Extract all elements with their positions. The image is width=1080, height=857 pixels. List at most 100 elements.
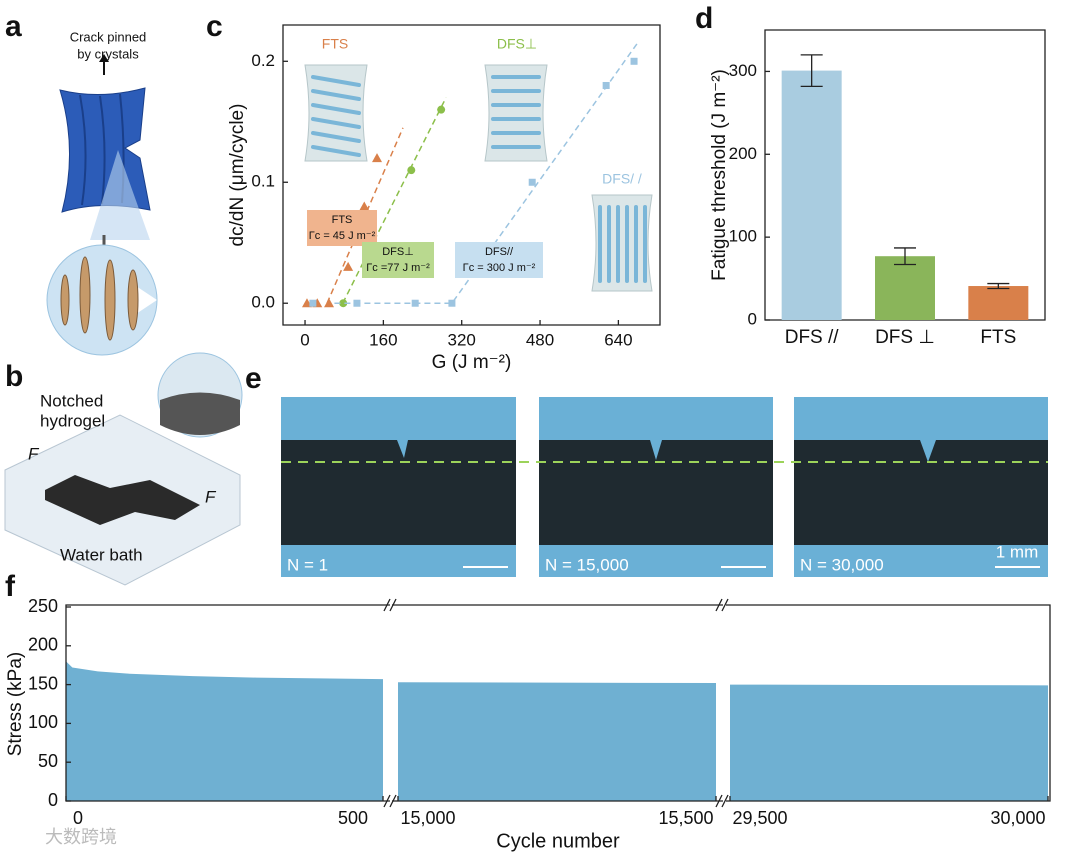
marker	[437, 105, 446, 114]
image-label: N = 30,000	[800, 555, 884, 574]
marker	[324, 298, 335, 308]
crack-illustration	[46, 54, 158, 356]
y-tick-label: 0.0	[251, 293, 275, 312]
error-bar	[987, 282, 1010, 290]
annotation: by crystals	[77, 46, 139, 61]
marker	[602, 81, 610, 89]
inset-sample	[304, 64, 368, 162]
area	[730, 684, 1048, 801]
y-tick-label: 0.2	[251, 51, 275, 70]
inset-strand	[311, 145, 361, 157]
x-tick-label: 500	[338, 808, 368, 828]
y-tick-label: 150	[28, 673, 58, 693]
image-label: N = 15,000	[545, 555, 629, 574]
annotation: DFS//	[485, 246, 514, 258]
marker	[630, 57, 638, 65]
y-tick-label: 200	[28, 635, 58, 655]
x-axis-label: G (J m⁻²)	[432, 352, 512, 373]
panel-label: d	[695, 2, 713, 35]
x-tick-label: DFS ⊥	[875, 327, 935, 348]
y-axis-label: Fatigue threshold (J m⁻²)	[709, 69, 730, 281]
annotation-box	[307, 210, 377, 246]
label: Water bath	[60, 545, 143, 564]
annotation: DFS⊥	[382, 246, 414, 258]
axes	[282, 24, 661, 326]
x-tick-label: 320	[448, 330, 476, 349]
error-bar	[800, 54, 823, 87]
axes	[764, 29, 1046, 321]
marker	[407, 166, 416, 175]
x-tick-label: 480	[526, 330, 554, 349]
x-axis-label: Cycle number	[496, 830, 620, 852]
annotation-box	[455, 242, 543, 278]
x-tick-label: 15,000	[400, 808, 455, 828]
y-tick-label: 100	[28, 712, 58, 732]
axis-break	[383, 598, 397, 612]
x-tick-label: 640	[604, 330, 632, 349]
x-tick-label: 30,000	[990, 808, 1045, 828]
annotation: Γc =77 J m⁻²	[366, 262, 430, 274]
x-tick-label: 29,500	[732, 808, 787, 828]
y-tick-label: 300	[729, 61, 757, 80]
force-label: F	[28, 444, 40, 463]
marker	[339, 299, 348, 308]
panel-label: b	[5, 360, 23, 393]
axis-break	[715, 794, 729, 808]
axis-break	[715, 598, 729, 612]
label: hydrogel	[40, 411, 105, 430]
fit-line	[342, 97, 447, 304]
y-axis-label: dc/dN (μm/cycle)	[227, 104, 248, 247]
annotation-box	[362, 242, 434, 278]
x-tick-label: 0	[73, 808, 83, 828]
area	[398, 682, 716, 801]
axis-break	[383, 794, 397, 808]
force-label: F	[205, 487, 217, 506]
x-tick-label: 15,500	[658, 808, 713, 828]
marker	[448, 299, 456, 307]
y-tick-label: 0	[748, 309, 757, 328]
watermark: 大数跨境	[45, 827, 117, 847]
annotation: Crack pinned	[70, 29, 147, 44]
annotation: Γc = 300 J m⁻²	[463, 262, 536, 274]
axes	[65, 604, 1051, 802]
scale-bar-label: 1 mm	[996, 542, 1039, 561]
annotation: Γc = 45 J m⁻²	[309, 230, 376, 242]
marker	[343, 261, 354, 271]
fit-line	[334, 42, 639, 304]
water-bath-illustration	[4, 352, 243, 586]
y-axis-label: Stress (kPa)	[5, 652, 26, 757]
panel-label: c	[206, 10, 223, 43]
error-bar	[894, 247, 916, 266]
y-tick-label: 50	[38, 751, 58, 771]
image-label: N = 1	[287, 555, 328, 574]
marker	[372, 153, 383, 163]
x-tick-label: DFS //	[785, 327, 840, 348]
series-label: DFS/ /	[602, 171, 642, 187]
x-tick-label: 0	[300, 330, 309, 349]
inset-strand	[311, 103, 361, 115]
marker	[353, 299, 361, 307]
series-label: DFS⊥	[497, 36, 537, 52]
annotation: FTS	[332, 214, 353, 226]
bar	[781, 70, 842, 320]
inset-strand	[311, 117, 361, 129]
marker	[528, 178, 536, 186]
y-tick-label: 200	[729, 144, 757, 163]
y-tick-label: 100	[729, 227, 757, 246]
marker	[309, 299, 317, 307]
inset-strand	[311, 89, 361, 101]
marker	[359, 201, 370, 211]
bar	[968, 286, 1029, 320]
x-tick-label: 160	[369, 330, 397, 349]
panel-label: a	[5, 10, 22, 43]
label: Notched	[40, 391, 103, 410]
micrographs	[281, 397, 1048, 577]
series-label: FTS	[322, 36, 348, 52]
bar	[875, 256, 935, 320]
y-tick-label: 0	[48, 790, 58, 810]
y-tick-label: 250	[28, 596, 58, 616]
inset-strand	[311, 75, 361, 87]
inset-strand	[311, 131, 361, 143]
y-tick-label: 0.1	[251, 172, 275, 191]
